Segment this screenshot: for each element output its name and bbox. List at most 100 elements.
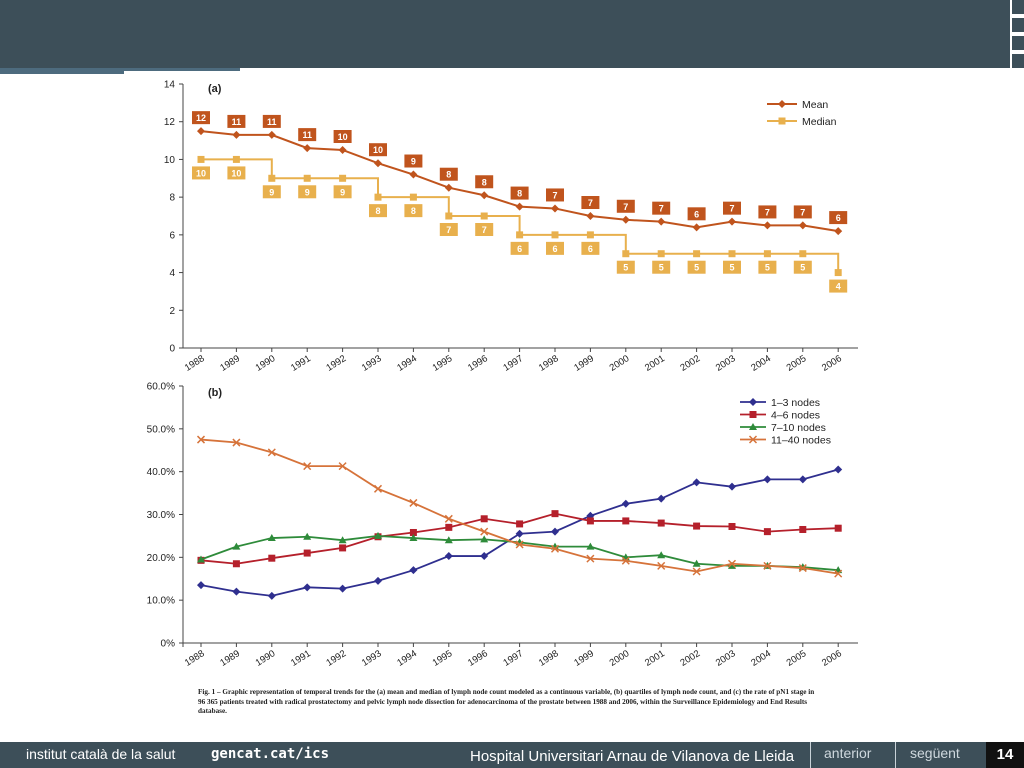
y-tick-label: 30.0% [147, 510, 175, 521]
data-label: 6 [552, 244, 557, 254]
data-label: 6 [517, 244, 522, 254]
data-label-box [262, 114, 281, 128]
data-point [267, 448, 276, 457]
data-point [374, 193, 382, 201]
x-tick-label: 1995 [431, 353, 455, 374]
data-label-box [227, 166, 246, 180]
data-point [444, 536, 453, 544]
data-label: 5 [765, 263, 770, 273]
data-label-box [333, 130, 352, 143]
data-label-box [192, 166, 210, 180]
y-tick-label: 8 [169, 193, 175, 204]
header-accent [0, 68, 124, 74]
data-point [693, 522, 701, 530]
data-label-box [404, 204, 423, 218]
x-tick-label: 1997 [501, 648, 525, 669]
prev-slide-button[interactable]: anterior [824, 745, 872, 761]
y-tick-label: 60.0% [147, 382, 175, 393]
data-point [480, 535, 489, 543]
data-point [480, 515, 488, 523]
data-point [657, 561, 666, 570]
data-point [727, 559, 737, 568]
data-label-box [687, 260, 706, 274]
data-label-box [298, 185, 317, 199]
data-point [232, 130, 241, 139]
data-label: 6 [694, 209, 699, 219]
data-point [622, 250, 630, 258]
data-point [268, 554, 276, 562]
data-point [232, 560, 240, 568]
x-tick-label: 2002 [678, 353, 702, 374]
data-point [799, 525, 807, 533]
x-tick-label: 1991 [289, 353, 313, 374]
panel-label: (b) [208, 387, 222, 399]
data-label-box [475, 223, 494, 236]
data-point [657, 217, 666, 226]
data-point [834, 227, 843, 236]
data-label: 10 [231, 168, 241, 178]
footer-site-link[interactable]: gencat.cat/ics [211, 746, 330, 762]
data-point [480, 191, 489, 200]
data-point [480, 527, 489, 536]
data-point [763, 528, 771, 536]
data-label: 7 [729, 204, 734, 214]
data-point [338, 536, 347, 544]
data-point [409, 566, 418, 575]
data-label: 8 [411, 206, 416, 216]
data-label-box [652, 201, 671, 215]
y-tick-label: 0 [169, 344, 175, 355]
data-label-box [369, 204, 387, 218]
data-label-box [723, 201, 741, 215]
data-point [196, 435, 206, 444]
data-label: 5 [729, 263, 734, 273]
data-point [338, 584, 347, 593]
footer-hospital: Hospital Universitari Arnau de Vilanova … [470, 748, 795, 765]
data-point [303, 549, 311, 557]
data-point [728, 482, 736, 491]
figure-charts: 0 2 4 6 8 10 12 14 1988 1989 1990 1991 1992 1993 1994 1… [147, 80, 858, 669]
data-label-box [829, 211, 848, 225]
data-label-box [298, 128, 317, 142]
y-tick-label: 40.0% [147, 467, 175, 478]
data-label: 9 [305, 187, 310, 197]
data-label-box [227, 114, 246, 128]
data-label: 9 [411, 157, 416, 167]
data-point [657, 250, 665, 258]
data-point [834, 269, 842, 277]
page-number: 14 [986, 742, 1024, 768]
data-label-box [723, 260, 741, 274]
data-label: 7 [482, 225, 487, 235]
data-point [798, 564, 807, 573]
data-point [551, 527, 559, 536]
data-point [339, 174, 347, 182]
next-slide-button[interactable]: següent [910, 745, 960, 761]
x-tick-label: 2006 [820, 648, 844, 669]
data-point [657, 519, 665, 527]
x-tick-label: 1989 [218, 648, 242, 669]
data-point [621, 499, 630, 508]
y-tick-label: 20.0% [147, 553, 175, 564]
x-tick-label: 1988 [183, 648, 207, 669]
x-tick-label: 1997 [501, 353, 525, 374]
x-tick-label: 2000 [608, 648, 632, 669]
data-point [339, 544, 347, 552]
legend-label: Mean [802, 99, 828, 111]
data-point [728, 522, 736, 530]
data-label: 8 [375, 206, 380, 216]
y-tick-label: 12 [164, 117, 176, 128]
data-point [444, 183, 453, 192]
x-tick-label: 1990 [254, 353, 278, 374]
data-point [586, 554, 595, 563]
data-point [232, 438, 241, 447]
data-point [232, 587, 241, 596]
data-point [480, 212, 488, 220]
data-point [374, 531, 382, 539]
data-point [834, 569, 843, 578]
data-point [621, 556, 630, 565]
data-point [409, 170, 418, 179]
x-tick-label: 1999 [572, 353, 596, 374]
data-label-box [829, 279, 848, 293]
legend-marker [778, 117, 786, 125]
legend-label: 11–40 nodes [771, 435, 831, 447]
data-label-box [333, 185, 352, 199]
